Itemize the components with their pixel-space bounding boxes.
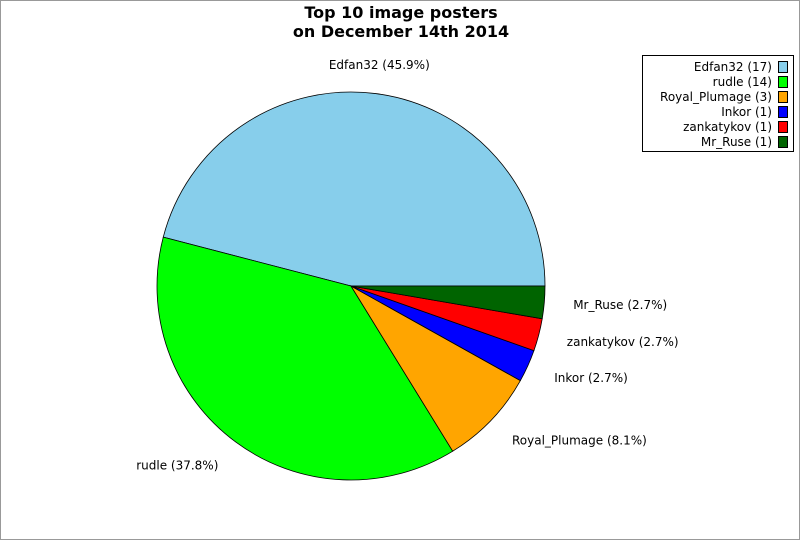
legend-item-inkor: Inkor (1): [643, 104, 793, 119]
legend-item-zankatykov: zankatykov (1): [643, 119, 793, 134]
pie-slice-royal-plumage: [349, 284, 521, 452]
chart-title-line-2: on December 14th 2014: [292, 22, 510, 41]
legend-label: Mr_Ruse (1): [700, 134, 772, 149]
pie-slice-mr-ruse: [350, 285, 546, 320]
legend-item-mr-ruse: Mr_Ruse (1): [643, 134, 793, 149]
chart-title: Top 10 image posters on December 14th 20…: [1, 3, 800, 41]
pie-label-royal-plumage: Royal_Plumage (8.1%): [512, 433, 647, 447]
legend-swatch: [778, 60, 788, 73]
legend-item-royal-plumage: Royal_Plumage (3): [643, 89, 793, 104]
legend-swatch: [778, 90, 788, 103]
legend-swatch: [778, 120, 788, 133]
legend-label: Royal_Plumage (3): [660, 89, 772, 104]
pie-label-mr-ruse: Mr_Ruse (2.7%): [573, 298, 667, 312]
pie-label-edfan32: Edfan32 (45.9%): [329, 58, 430, 72]
pie-slice-edfan32: [162, 91, 546, 287]
legend-label: Inkor (1): [721, 104, 772, 119]
legend-swatch: [778, 105, 788, 118]
legend-swatch: [778, 135, 788, 148]
chart-legend: Edfan32 (17) rudle (14) Royal_Plumage (3) I…: [642, 55, 794, 152]
pie-label-inkor: Inkor (2.7%): [554, 371, 628, 385]
pie-slice-rudle: [156, 236, 454, 481]
legend-label: rudle (14): [712, 74, 772, 89]
chart-title-line-1: Top 10 image posters: [304, 3, 498, 22]
legend-item-rudle: rudle (14): [643, 74, 793, 89]
legend-item-edfan32: Edfan32 (17): [643, 59, 793, 74]
legend-label: zankatykov (1): [683, 119, 772, 134]
legend-swatch: [778, 75, 788, 88]
pie-label-zankatykov: zankatykov (2.7%): [567, 335, 679, 349]
legend-label: Edfan32 (17): [693, 59, 772, 74]
pie-label-rudle: rudle (37.8%): [136, 458, 218, 472]
